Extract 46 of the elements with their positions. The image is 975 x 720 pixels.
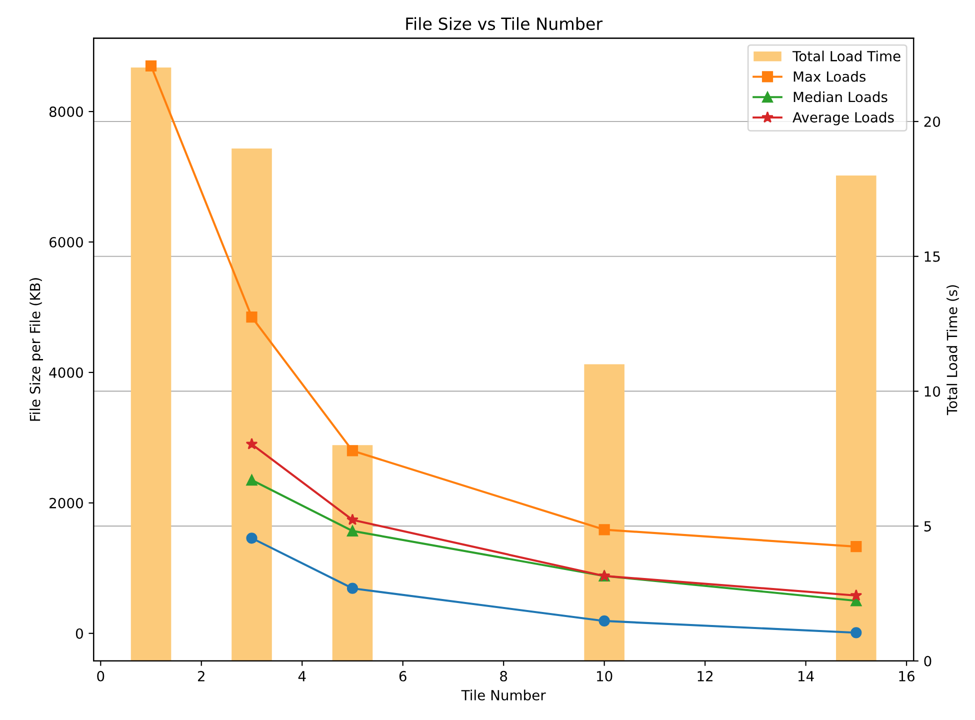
point bbox=[246, 311, 258, 323]
legend-label: Average Loads bbox=[792, 112, 894, 126]
y-tick-label: 8000 bbox=[49, 106, 83, 118]
x-tick-label: 8 bbox=[500, 670, 508, 682]
y2-tick-label: 15 bbox=[924, 252, 940, 262]
point bbox=[346, 514, 358, 526]
y2-axis-title: Total Load Time (s) bbox=[946, 285, 959, 416]
point bbox=[598, 524, 610, 536]
x-tick-label: 0 bbox=[97, 670, 104, 682]
bar bbox=[584, 364, 624, 661]
y-tick-label: 0 bbox=[76, 628, 83, 639]
point bbox=[246, 532, 258, 544]
x-tick-label: 6 bbox=[399, 670, 406, 682]
bar bbox=[232, 148, 272, 661]
y2-tick-label: 5 bbox=[924, 521, 931, 532]
bar bbox=[332, 445, 373, 661]
point bbox=[598, 615, 610, 627]
point bbox=[850, 541, 862, 552]
bar bbox=[836, 175, 876, 661]
legend-label: Max Loads bbox=[794, 71, 866, 82]
point bbox=[145, 60, 157, 72]
x-tick-label: 10 bbox=[597, 670, 612, 682]
legend-label: Total Load Time bbox=[792, 50, 900, 62]
bar bbox=[130, 68, 172, 661]
x-tick-label: 12 bbox=[698, 670, 712, 682]
x-axis-title: Tile Number bbox=[461, 690, 546, 700]
x-tick-label: 4 bbox=[298, 671, 306, 682]
point bbox=[850, 589, 862, 601]
x-tick-label: 14 bbox=[798, 671, 814, 682]
point bbox=[246, 438, 258, 450]
y-tick-label: 4000 bbox=[49, 367, 83, 378]
point bbox=[346, 525, 358, 537]
y-axis-title: File Size per File (KB) bbox=[30, 278, 43, 421]
chart-title: File Size vs Tile Number bbox=[406, 17, 603, 30]
point bbox=[246, 474, 258, 486]
x-tick-label: 16 bbox=[899, 670, 914, 682]
y2-tick-label: 20 bbox=[924, 116, 940, 127]
legend-label: Median Loads bbox=[794, 91, 888, 102]
y-tick-label: 2000 bbox=[50, 498, 83, 508]
x-tick-label: 2 bbox=[198, 670, 204, 682]
y-tick-label: 6000 bbox=[50, 236, 83, 248]
point bbox=[850, 627, 862, 638]
y2-tick-label: 0 bbox=[924, 656, 932, 666]
point bbox=[346, 582, 358, 594]
point bbox=[346, 445, 358, 456]
y2-tick-label: 10 bbox=[924, 386, 940, 397]
